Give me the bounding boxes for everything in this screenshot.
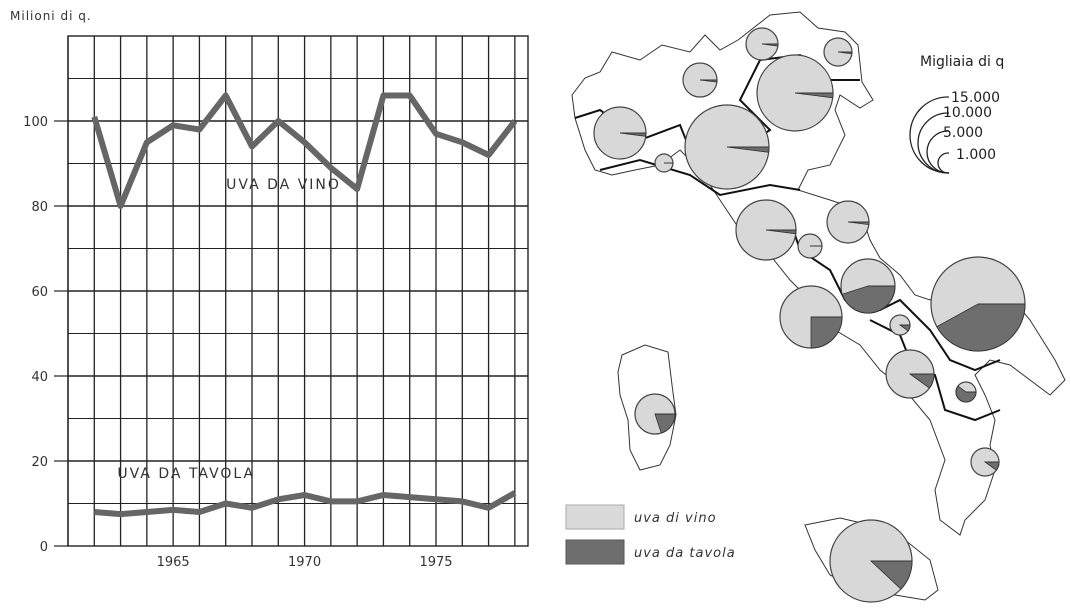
y-tick-label: 60 xyxy=(31,285,48,300)
y-tick-label: 100 xyxy=(23,115,48,130)
x-tick-label: 1970 xyxy=(288,555,321,570)
chart-ticks: 0 20 40 60 80 100 1965 1970 1975 xyxy=(23,115,452,570)
legend-swatch-table xyxy=(565,539,625,565)
sardinia-outline xyxy=(617,344,677,471)
border-po xyxy=(599,158,801,197)
size-legend: Migliaia di q 15.000 10.000 5.000 1.000 xyxy=(909,54,1039,179)
legend-swatch-wine xyxy=(565,504,625,530)
size-legend-title: Migliaia di q xyxy=(920,54,1004,70)
series-label-0: UVA DA VINO xyxy=(226,177,341,193)
size-legend-mask xyxy=(949,84,1039,179)
region-pies xyxy=(593,27,1026,603)
chart-series xyxy=(91,92,518,518)
border-center xyxy=(789,219,1001,372)
region-pie-slice-15 xyxy=(955,385,977,403)
type-legend: uva di vino uva da tavola xyxy=(565,504,736,565)
chart-series-labels: UVA DA VINO UVA DA TAVOLA xyxy=(117,177,341,482)
series-line-1 xyxy=(94,490,517,518)
region-pie-slice-12 xyxy=(936,303,1026,352)
size-legend-15000: 15.000 xyxy=(951,90,1000,106)
region-pie-slice-10 xyxy=(841,285,896,314)
y-tick-label: 0 xyxy=(40,540,48,555)
series-label-1: UVA DA TAVOLA xyxy=(117,466,255,482)
y-tick-label: 80 xyxy=(31,200,48,215)
series-line-0 xyxy=(91,92,518,209)
x-tick-label: 1975 xyxy=(419,555,452,570)
y-tick-label: 20 xyxy=(31,455,48,470)
size-legend-10000: 10.000 xyxy=(943,105,992,121)
y-tick-label: 40 xyxy=(31,370,48,385)
legend-label-table: uva da tavola xyxy=(634,546,736,561)
y-axis-label: Milioni di q. xyxy=(10,9,92,23)
x-tick-label: 1965 xyxy=(157,555,190,570)
legend-label-wine: uva di vino xyxy=(634,511,717,526)
size-legend-1000: 1.000 xyxy=(956,147,996,163)
region-pie-slice-11 xyxy=(810,316,843,349)
size-legend-5000: 5.000 xyxy=(943,125,983,141)
